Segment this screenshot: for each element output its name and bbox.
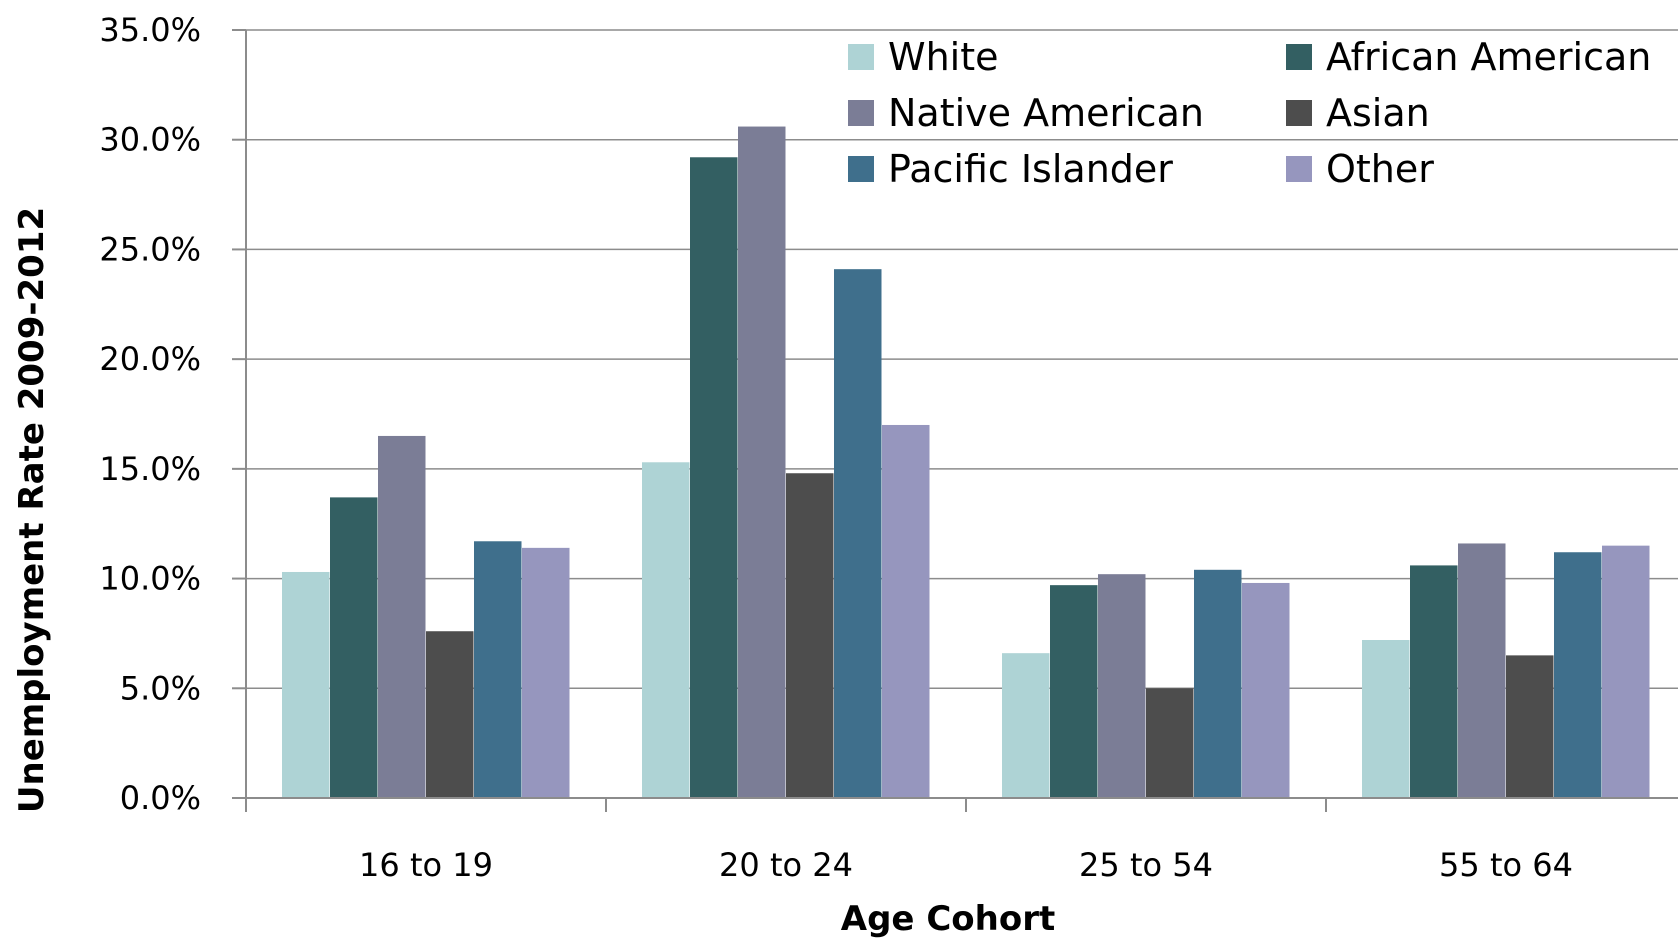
legend-swatch: [1286, 156, 1312, 182]
x-tick-label: 20 to 24: [719, 846, 853, 884]
x-axis-title: Age Cohort: [841, 899, 1055, 939]
bar: [1050, 585, 1098, 798]
bar: [786, 473, 834, 798]
bar: [522, 547, 570, 798]
bar: [1410, 565, 1458, 798]
bar: [426, 631, 474, 798]
y-tick-label: 10.0%: [99, 560, 201, 598]
bar: [1002, 653, 1050, 798]
bar: [1098, 574, 1146, 798]
legend-label: Other: [1326, 147, 1434, 191]
y-tick-label: 30.0%: [99, 121, 201, 159]
bar: [1506, 655, 1554, 798]
bar: [1458, 543, 1506, 798]
legend-label: African American: [1326, 35, 1651, 79]
bar: [282, 571, 330, 798]
legend: White African American Native American Asia…: [848, 35, 1651, 191]
bar: [1554, 552, 1602, 798]
y-tick-label: 15.0%: [99, 450, 201, 488]
legend-label: Asian: [1326, 91, 1430, 135]
bar: [1194, 569, 1242, 798]
bars: [282, 126, 1650, 799]
y-tick-label: 5.0%: [120, 669, 201, 707]
bar: [378, 435, 426, 798]
bar: [474, 541, 522, 798]
legend-swatch: [848, 100, 874, 126]
legend-label: Native American: [888, 91, 1204, 135]
bar: [738, 126, 786, 798]
bar: [642, 462, 690, 798]
axes: 0.0% 5.0% 10.0% 15.0% 20.0% 25.0% 30.0% 35.0% 16…: [99, 11, 1678, 884]
bar: [1146, 688, 1194, 798]
legend-label: Pacific Islander: [888, 147, 1173, 191]
legend-swatch: [848, 156, 874, 182]
legend-swatch: [1286, 100, 1312, 126]
y-tick-label: 35.0%: [99, 11, 201, 49]
legend-label: White: [888, 35, 999, 79]
y-tick-label: 25.0%: [99, 230, 201, 268]
legend-swatch: [1286, 44, 1312, 70]
x-tick-label: 25 to 54: [1079, 846, 1213, 884]
x-tick-label: 16 to 19: [359, 846, 493, 884]
legend-swatch: [848, 44, 874, 70]
x-tick-label: 55 to 64: [1439, 846, 1573, 884]
bar: [330, 497, 378, 798]
bar: [1602, 545, 1650, 798]
bar: [882, 424, 930, 798]
bar: [1242, 582, 1290, 798]
y-tick-label: 0.0%: [120, 779, 201, 817]
bar: [1362, 640, 1410, 798]
y-tick-label: 20.0%: [99, 340, 201, 378]
bar: [834, 269, 882, 799]
y-axis-title: Unemployment Rate 2009-2012: [12, 207, 52, 813]
bar: [690, 157, 738, 799]
